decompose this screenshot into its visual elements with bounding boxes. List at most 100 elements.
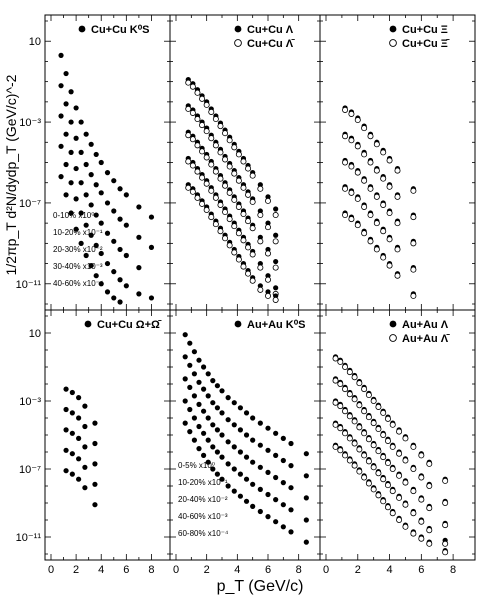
data-point — [361, 452, 368, 459]
data-point — [402, 479, 409, 486]
x-tick-label: 0 — [173, 564, 179, 576]
data-point — [373, 141, 380, 148]
data-point — [58, 113, 64, 119]
data-point — [231, 223, 238, 230]
data-point — [212, 168, 219, 175]
data-point — [257, 508, 263, 515]
data-point — [231, 400, 237, 406]
data-point — [351, 440, 358, 447]
data-point — [365, 414, 372, 421]
data-point — [203, 207, 210, 214]
data-point — [63, 131, 69, 137]
data-point — [68, 149, 74, 155]
centrality-label: 10-20% x10⁻¹ — [178, 478, 228, 487]
data-point — [273, 519, 279, 525]
data-point — [187, 406, 193, 413]
data-point — [226, 242, 233, 249]
data-point — [214, 471, 220, 477]
data-point — [199, 200, 206, 207]
data-point — [426, 460, 433, 467]
data-point — [63, 447, 69, 453]
panel-6: 0 2 4 6 8 Au+Au Λ Au+Au Λ̄ — [319, 309, 476, 576]
data-point — [201, 408, 207, 414]
data-point — [396, 450, 403, 457]
data-point — [386, 210, 393, 217]
data-point — [394, 167, 401, 174]
data-point — [348, 137, 355, 144]
data-point — [237, 405, 243, 411]
data-point — [402, 457, 409, 464]
data-point — [257, 464, 263, 470]
data-point — [273, 293, 279, 299]
data-point — [68, 180, 74, 186]
data-point — [365, 392, 372, 399]
data-point — [76, 435, 82, 441]
x-tick-label: 0 — [323, 564, 329, 576]
data-point — [196, 379, 202, 385]
data-point — [370, 442, 377, 449]
data-point — [240, 184, 247, 191]
data-point — [264, 276, 271, 283]
data-point — [82, 423, 88, 430]
data-point — [222, 235, 229, 242]
x-tick-label: 4 — [98, 564, 104, 576]
data-point — [380, 149, 387, 156]
data-point — [243, 498, 250, 504]
data-point — [191, 393, 197, 399]
data-point — [185, 132, 192, 139]
data-point — [342, 106, 349, 113]
data-point — [63, 161, 69, 168]
data-point — [288, 485, 294, 491]
data-point — [208, 187, 215, 194]
data-point — [354, 222, 361, 229]
data-point — [237, 493, 243, 499]
legend-label: Cu+Cu K⁰S — [91, 24, 150, 36]
data-point — [257, 486, 263, 492]
data-point — [389, 421, 396, 428]
data-point — [337, 358, 344, 365]
data-point — [396, 494, 403, 501]
data-point — [189, 162, 196, 169]
data-point — [384, 504, 391, 511]
data-point — [148, 214, 155, 220]
data-point — [63, 406, 69, 413]
data-point — [205, 415, 211, 421]
data-point — [82, 403, 88, 409]
data-point — [219, 432, 225, 438]
data-point — [380, 228, 387, 235]
data-point — [82, 444, 88, 450]
data-point — [111, 295, 117, 301]
data-point — [442, 540, 449, 547]
data-point — [273, 258, 279, 265]
data-point — [410, 240, 417, 247]
data-point — [189, 83, 196, 90]
data-point — [380, 254, 387, 261]
data-point — [361, 408, 368, 415]
data-point — [222, 209, 229, 216]
data-point — [185, 158, 192, 165]
data-point — [191, 437, 197, 443]
data-point — [426, 482, 433, 489]
data-point — [58, 83, 64, 89]
data-point — [83, 161, 89, 168]
data-point — [265, 491, 271, 498]
data-point — [384, 482, 391, 489]
data-point — [111, 208, 117, 214]
data-point — [384, 460, 391, 467]
data-point — [111, 269, 117, 275]
data-point — [196, 401, 202, 407]
data-point — [288, 507, 294, 513]
panel-1: 10 10⁻³ 10⁻⁷ 10⁻¹¹ Cu+Cu K⁰S 0-10% x10⁰ 10-20%… — [16, 14, 171, 311]
data-point — [205, 371, 211, 377]
data-point — [73, 105, 79, 111]
data-point — [78, 240, 84, 246]
data-point — [389, 510, 396, 517]
data-point — [199, 174, 206, 181]
data-point — [303, 451, 309, 457]
data-point — [111, 178, 117, 184]
data-point — [342, 363, 349, 370]
data-point — [243, 454, 250, 460]
data-point — [402, 501, 409, 508]
data-point — [288, 440, 294, 447]
data-point — [205, 437, 211, 443]
